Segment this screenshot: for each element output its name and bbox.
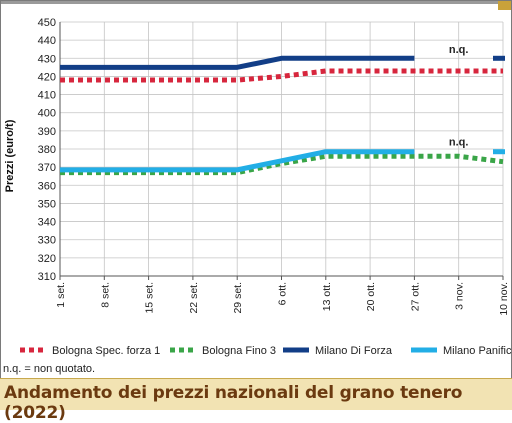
annotation-nq: n.q. <box>449 44 469 56</box>
x-tick-label: 6 ott. <box>277 282 289 305</box>
series-line-3 <box>60 55 415 70</box>
y-tick-label: 440 <box>38 35 56 47</box>
legend-label: Milano Di Forza <box>315 345 393 357</box>
x-tick-label: 13 ott. <box>321 282 333 311</box>
y-tick-label: 310 <box>38 271 56 283</box>
x-tick-label: 22 set. <box>188 282 200 314</box>
legend: Bologna Spec. forza 1 Bologna Fino 3 Milan… <box>20 345 512 357</box>
y-tick-label: 420 <box>38 71 56 83</box>
series-line-1 <box>60 68 503 83</box>
legend-label: Milano Panificabile <box>443 345 512 357</box>
title-band: Andamento dei prezzi nazionali del grano… <box>0 378 512 423</box>
y-tick-label: 380 <box>38 144 56 156</box>
chart-title: Andamento dei prezzi nazionali del grano… <box>4 383 463 423</box>
x-tick-label: 3 nov. <box>454 282 466 310</box>
x-tick-label: 27 ott. <box>409 282 421 311</box>
y-tick-label: 350 <box>38 198 56 210</box>
line-chart: 450 440 430 420 410 400 390 380 370 360 350 340 330 3… <box>4 17 512 357</box>
top-rule <box>0 0 512 4</box>
x-tick-labels: 1 set. 8 set. 15 set. 22 set. 29 set. 6 ott. 1… <box>55 282 510 316</box>
series-line-4 <box>60 149 415 173</box>
x-tick-label: 8 set. <box>99 282 111 308</box>
x-tick-label: 1 set. <box>55 282 67 308</box>
top-corner-accent <box>498 0 512 10</box>
footnote: n.q. = non quotato. <box>3 363 96 375</box>
series-line-2 <box>60 153 504 176</box>
y-tick-label: 410 <box>38 90 56 102</box>
x-tick-label: 15 set. <box>144 282 156 314</box>
y-tick-label: 360 <box>38 180 56 192</box>
y-tick-label: 330 <box>38 235 56 247</box>
y-tick-label: 450 <box>38 17 56 29</box>
y-tick-label: 390 <box>38 126 56 138</box>
y-tick-label: 430 <box>38 53 56 65</box>
y-tick-label: 340 <box>38 217 56 229</box>
legend-label: Bologna Fino 3 <box>202 345 276 357</box>
series-lines <box>60 55 505 176</box>
annotation-nq: n.q. <box>449 136 469 148</box>
y-tick-labels: 450 440 430 420 410 400 390 380 370 360 350 340 330 3… <box>38 17 56 283</box>
annotations: n.q. n.q. <box>449 44 469 149</box>
y-tick-label: 370 <box>38 162 56 174</box>
legend-label: Bologna Spec. forza 1 <box>52 345 160 357</box>
y-axis-label: Prezzi (euro/t) <box>4 119 16 192</box>
y-tick-label: 320 <box>38 253 56 265</box>
x-tick-label: 10 nov. <box>498 282 510 316</box>
y-tick-label: 400 <box>38 108 56 120</box>
x-tick-label: 20 ott. <box>365 282 377 311</box>
axes <box>59 22 504 280</box>
x-tick-label: 29 set. <box>232 282 244 314</box>
